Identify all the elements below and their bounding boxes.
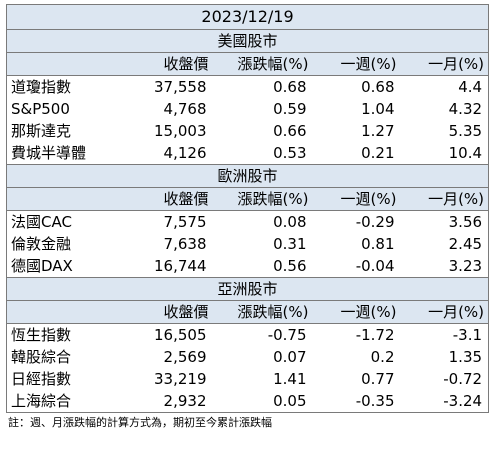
month-change: 10.4 <box>400 142 489 165</box>
column-header-row: 收盤價 漲跌幅(%) 一週(%) 一月(%) <box>6 187 489 211</box>
table-row: 那斯達克 15,003 0.66 1.27 5.35 <box>6 120 489 142</box>
section-title: 美國股市 <box>6 29 489 53</box>
month-change: -0.72 <box>400 368 489 390</box>
change-percent: 0.68 <box>212 75 313 98</box>
column-header: 收盤價 <box>124 52 213 76</box>
market-summary: 2023/12/19 美國股市 收盤價 漲跌幅(%) 一週(%) 一月(%) 道瓊指數 37… <box>6 4 490 430</box>
week-change: 1.27 <box>312 120 401 142</box>
section-header: 美國股市 <box>6 29 489 53</box>
column-header: 漲跌幅(%) <box>212 300 313 324</box>
column-header: 一月(%) <box>400 300 489 324</box>
month-change: 4.4 <box>400 75 489 98</box>
week-change: -0.35 <box>312 390 401 413</box>
month-change: -3.24 <box>400 390 489 413</box>
close-price: 15,003 <box>124 120 213 142</box>
week-change: 0.2 <box>312 346 401 368</box>
table-row: 韓股綜合 2,569 0.07 0.2 1.35 <box>6 346 489 368</box>
close-price: 4,768 <box>124 98 213 120</box>
month-change: 5.35 <box>400 120 489 142</box>
close-price: 2,569 <box>124 346 213 368</box>
index-name: 上海綜合 <box>6 390 125 413</box>
section-title: 歐洲股市 <box>6 164 489 188</box>
close-price: 37,558 <box>124 75 213 98</box>
change-percent: 0.31 <box>212 233 313 255</box>
close-price: 7,575 <box>124 210 213 233</box>
index-name: 恆生指數 <box>6 323 125 346</box>
section-header: 歐洲股市 <box>6 164 489 188</box>
table-row: 德國DAX 16,744 0.56 -0.04 3.23 <box>6 255 489 278</box>
close-price: 16,744 <box>124 255 213 278</box>
column-header: 一週(%) <box>312 187 401 211</box>
index-name: 費城半導體 <box>6 142 125 165</box>
week-change: -0.29 <box>312 210 401 233</box>
report-date: 2023/12/19 <box>6 4 489 30</box>
column-header-row: 收盤價 漲跌幅(%) 一週(%) 一月(%) <box>6 300 489 324</box>
column-header-blank <box>6 52 125 76</box>
market-table-body: 2023/12/19 美國股市 收盤價 漲跌幅(%) 一週(%) 一月(%) 道瓊指數 37… <box>6 4 489 413</box>
table-row: 日經指數 33,219 1.41 0.77 -0.72 <box>6 368 489 390</box>
week-change: 0.77 <box>312 368 401 390</box>
change-percent: 0.66 <box>212 120 313 142</box>
section-header: 亞洲股市 <box>6 277 489 301</box>
change-percent: 0.59 <box>212 98 313 120</box>
month-change: -3.1 <box>400 323 489 346</box>
close-price: 4,126 <box>124 142 213 165</box>
column-header: 一月(%) <box>400 52 489 76</box>
column-header: 漲跌幅(%) <box>212 187 313 211</box>
month-change: 1.35 <box>400 346 489 368</box>
column-header: 一月(%) <box>400 187 489 211</box>
change-percent: 0.08 <box>212 210 313 233</box>
column-header: 收盤價 <box>124 187 213 211</box>
close-price: 7,638 <box>124 233 213 255</box>
column-header: 一週(%) <box>312 300 401 324</box>
index-name: 道瓊指數 <box>6 75 125 98</box>
table-row: 道瓊指數 37,558 0.68 0.68 4.4 <box>6 75 489 98</box>
close-price: 2,932 <box>124 390 213 413</box>
column-header-blank <box>6 187 125 211</box>
table-row: 恆生指數 16,505 -0.75 -1.72 -3.1 <box>6 323 489 346</box>
index-name: 倫敦金融 <box>6 233 125 255</box>
month-change: 3.56 <box>400 210 489 233</box>
change-percent: 1.41 <box>212 368 313 390</box>
table-row: 倫敦金融 7,638 0.31 0.81 2.45 <box>6 233 489 255</box>
week-change: -0.04 <box>312 255 401 278</box>
table-row: 法國CAC 7,575 0.08 -0.29 3.56 <box>6 210 489 233</box>
change-percent: 0.53 <box>212 142 313 165</box>
index-name: 德國DAX <box>6 255 125 278</box>
week-change: 0.21 <box>312 142 401 165</box>
index-name: 法國CAC <box>6 210 125 233</box>
footnote: 註：週、月漲跌幅的計算方式為，期初至今累計漲跌幅 <box>8 416 272 429</box>
table-row: 上海綜合 2,932 0.05 -0.35 -3.24 <box>6 390 489 413</box>
close-price: 33,219 <box>124 368 213 390</box>
change-percent: 0.07 <box>212 346 313 368</box>
index-name: 韓股綜合 <box>6 346 125 368</box>
column-header: 一週(%) <box>312 52 401 76</box>
week-change: -1.72 <box>312 323 401 346</box>
change-percent: -0.75 <box>212 323 313 346</box>
column-header: 漲跌幅(%) <box>212 52 313 76</box>
index-name: S&P500 <box>6 98 125 120</box>
month-change: 2.45 <box>400 233 489 255</box>
section-title: 亞洲股市 <box>6 277 489 301</box>
index-name: 那斯達克 <box>6 120 125 142</box>
close-price: 16,505 <box>124 323 213 346</box>
change-percent: 0.05 <box>212 390 313 413</box>
market-table: 2023/12/19 美國股市 收盤價 漲跌幅(%) 一週(%) 一月(%) 道瓊指數 37… <box>6 4 490 413</box>
date-row: 2023/12/19 <box>6 4 489 30</box>
table-row: 費城半導體 4,126 0.53 0.21 10.4 <box>6 142 489 165</box>
column-header-blank <box>6 300 125 324</box>
week-change: 0.68 <box>312 75 401 98</box>
week-change: 0.81 <box>312 233 401 255</box>
month-change: 4.32 <box>400 98 489 120</box>
index-name: 日經指數 <box>6 368 125 390</box>
table-row: S&P500 4,768 0.59 1.04 4.32 <box>6 98 489 120</box>
week-change: 1.04 <box>312 98 401 120</box>
change-percent: 0.56 <box>212 255 313 278</box>
month-change: 3.23 <box>400 255 489 278</box>
column-header-row: 收盤價 漲跌幅(%) 一週(%) 一月(%) <box>6 52 489 76</box>
column-header: 收盤價 <box>124 300 213 324</box>
